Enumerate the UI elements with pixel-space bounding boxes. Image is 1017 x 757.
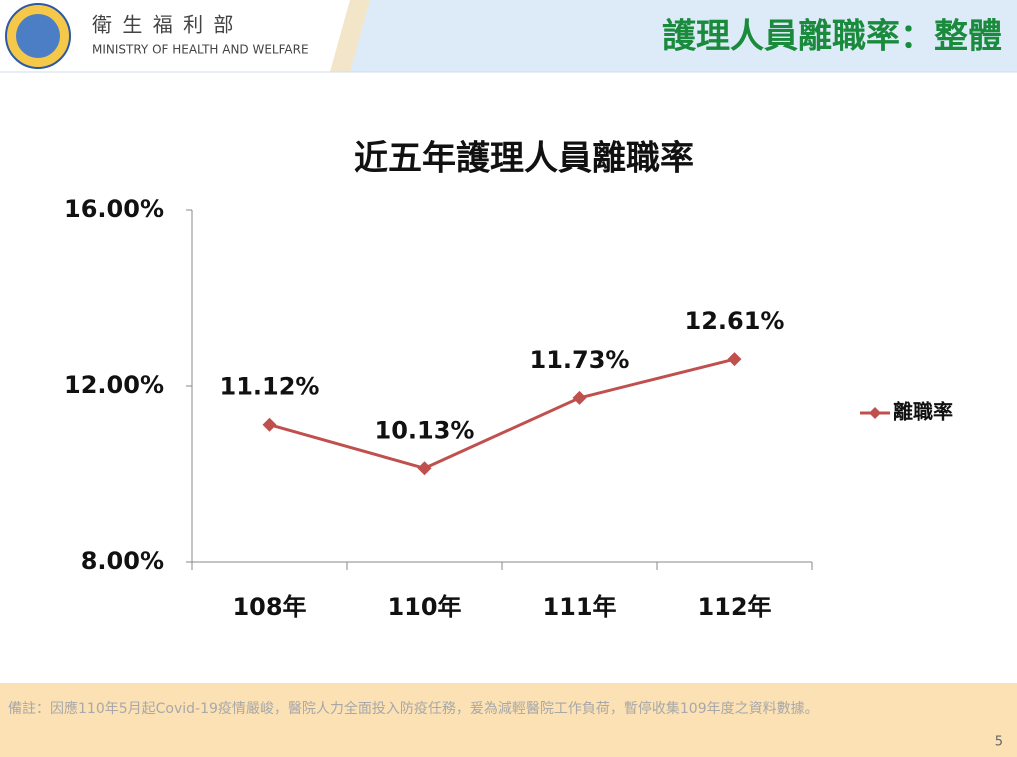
point-marker [727,352,742,367]
page-title: 護理人員離職率：整體 [662,17,1002,57]
y-tick-label: 16.00% [64,195,164,223]
data-label: 11.73% [530,346,630,374]
point-marker [262,417,277,432]
point-marker [572,390,587,405]
footer-band [0,683,1017,757]
x-tick-label: 111年 [542,593,616,621]
data-label: 12.61% [685,307,785,335]
x-tick-label: 110年 [387,593,461,621]
org-name: 衛 生 福 利 部 [92,13,235,37]
logo-inner [16,14,60,58]
footnote: 備註：因應110年5月起Covid-19疫情嚴峻，醫院人力全面投入防疫任務，爰為… [8,700,819,717]
org-name-en: MINISTRY OF HEALTH AND WELFARE [92,43,309,57]
header-stripe [330,0,370,72]
series-line [269,357,735,470]
legend-label: 離職率 [893,400,953,424]
legend-marker [869,407,881,419]
x-tick-label: 112年 [697,593,771,621]
x-tick-label: 108年 [232,593,306,621]
chart-title: 近五年護理人員離職率 [354,139,694,179]
header-band [330,0,1017,72]
page-number: 5 [995,735,1003,750]
data-label: 10.13% [375,416,475,444]
y-tick-label: 12.00% [64,371,164,399]
data-label: 11.12% [220,373,320,401]
point-marker [417,461,432,476]
y-tick-label: 8.00% [81,547,164,575]
